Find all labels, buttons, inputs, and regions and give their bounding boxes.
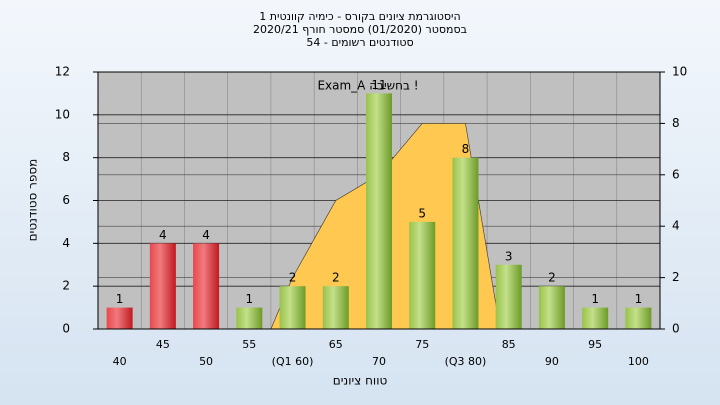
bar xyxy=(625,307,652,329)
data-label: 5 xyxy=(418,206,426,220)
bar xyxy=(452,157,479,329)
y-tick-label: 0 xyxy=(62,322,70,336)
x-tick-label: 100 xyxy=(628,355,649,368)
title-line: סטודנטים רשומים - 54 xyxy=(306,36,413,49)
data-label: 2 xyxy=(548,271,556,285)
data-label: 8 xyxy=(462,142,470,156)
bar xyxy=(279,286,306,329)
bar xyxy=(322,286,349,329)
y2-tick-label: 6 xyxy=(672,167,680,181)
y-tick-label: 2 xyxy=(62,279,70,293)
data-label: 11 xyxy=(371,78,386,92)
y-tick-label: 10 xyxy=(55,107,70,121)
title-line: היסטוגרמת ציונים בקורס - כימיה קוונטית 1 xyxy=(259,10,460,23)
annotation: Exam_A בחשיבה ! xyxy=(317,79,418,93)
y-tick-label: 6 xyxy=(62,193,70,207)
y-axis-label: מספר סטודנטים xyxy=(26,159,40,242)
bar xyxy=(582,307,609,329)
x-tick-label: 70 xyxy=(372,355,386,368)
bar xyxy=(149,243,176,329)
y-tick-label: 12 xyxy=(55,65,70,79)
x-tick-label: (Q1 60) xyxy=(272,355,314,368)
data-label: 3 xyxy=(505,249,513,263)
y2-tick-label: 8 xyxy=(672,116,680,130)
x-tick-label: 45 xyxy=(156,338,170,351)
data-label: 1 xyxy=(591,292,599,306)
y2-tick-label: 2 xyxy=(672,270,680,284)
data-label: 1 xyxy=(635,292,643,306)
bar xyxy=(236,307,263,329)
bar xyxy=(409,221,436,329)
title-line: בסמסטר (01/2020) סמסטר חורף 2020/21 xyxy=(253,23,467,36)
x-tick-label: (Q3 80) xyxy=(445,355,487,368)
data-label: 1 xyxy=(245,292,253,306)
x-tick-label: 95 xyxy=(588,338,602,351)
bar xyxy=(193,243,220,329)
data-label: 2 xyxy=(332,271,340,285)
bar xyxy=(495,264,522,329)
bar xyxy=(538,286,565,329)
x-tick-label: 90 xyxy=(545,355,559,368)
plot-border xyxy=(97,71,661,330)
data-label: 4 xyxy=(159,228,167,242)
x-tick-label: 40 xyxy=(113,355,127,368)
bar xyxy=(106,307,133,329)
data-label: 2 xyxy=(289,271,297,285)
x-axis-label: טווח ציונים xyxy=(333,374,388,388)
y2-tick-label: 4 xyxy=(672,219,680,233)
bar xyxy=(366,93,392,330)
y-tick-label: 8 xyxy=(62,150,70,164)
y-tick-label: 4 xyxy=(62,236,70,250)
x-tick-label: 85 xyxy=(502,338,516,351)
y2-tick-label: 0 xyxy=(672,322,680,336)
x-tick-label: 55 xyxy=(242,338,256,351)
y2-tick-label: 10 xyxy=(672,65,687,79)
data-label: 1 xyxy=(116,292,124,306)
x-tick-label: 65 xyxy=(329,338,343,351)
data-label: 4 xyxy=(202,228,210,242)
x-tick-label: 50 xyxy=(199,355,213,368)
x-tick-label: 75 xyxy=(415,338,429,351)
